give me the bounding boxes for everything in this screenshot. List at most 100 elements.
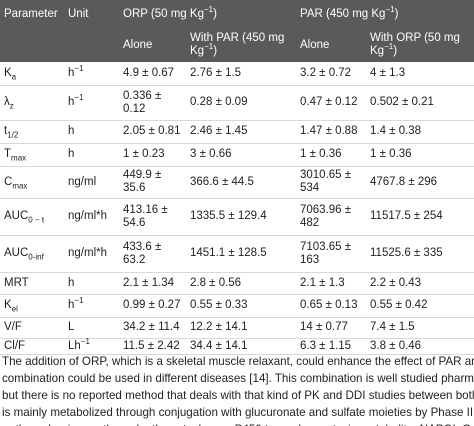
unit-cell: h bbox=[64, 120, 119, 144]
unit-cell: h bbox=[64, 143, 119, 167]
text-base: C bbox=[4, 175, 13, 188]
param-cell: AUC0-inf bbox=[0, 235, 64, 273]
param-cell: Ka bbox=[0, 62, 64, 86]
pk-table: Parameter Unit ORP (50 mg Kg−1) PAR (450 mg… bbox=[0, 0, 474, 355]
value-cell: 7.4 ± 1.5 bbox=[366, 317, 474, 339]
value-cell: 4767.8 ± 296 bbox=[366, 166, 474, 199]
param-cell: Cmax bbox=[0, 166, 64, 199]
text-base: ng/ml bbox=[68, 175, 97, 188]
value-cell: 433.6 ± 63.2 bbox=[119, 235, 186, 273]
text-base: Cl/F bbox=[4, 339, 26, 352]
header-cell: PAR (450 mg Kg−1) bbox=[296, 0, 474, 28]
text-sup: −1 bbox=[385, 4, 395, 14]
header-cell: Unit bbox=[64, 0, 119, 28]
value-cell: 0.55 ± 0.33 bbox=[186, 294, 296, 318]
text-base: V/F bbox=[4, 321, 22, 333]
value-cell: 1.47 ± 0.88 bbox=[296, 120, 366, 144]
text-sup: −1 bbox=[74, 93, 84, 103]
param-cell: λz bbox=[0, 85, 64, 121]
param-cell: Cl/F bbox=[0, 338, 64, 355]
table-row: t1/2 h 2.05 ± 0.81 2.46 ± 1.45 1.47 ± 0.88 1.… bbox=[0, 120, 474, 144]
paragraph: The addition of ORP, which is a skeletal… bbox=[2, 353, 474, 426]
value-cell: 0.336 ± 0.12 bbox=[119, 85, 186, 121]
value-cell: 1335.5 ± 129.4 bbox=[186, 198, 296, 236]
text-base: t bbox=[4, 125, 8, 137]
text-base: Lh bbox=[68, 339, 81, 352]
text-sub: z bbox=[9, 101, 14, 111]
value-cell: 449.9 ± 35.6 bbox=[119, 166, 186, 199]
text-text: With ORP (50 mg Kg bbox=[370, 32, 460, 57]
value-cell: 34.2 ± 11.4 bbox=[119, 317, 186, 339]
text-base: T bbox=[4, 148, 12, 160]
text-text: Alone bbox=[123, 38, 153, 51]
value-cell: 3.8 ± 0.46 bbox=[366, 338, 474, 355]
text-sub: max bbox=[12, 180, 28, 190]
text-sub: el bbox=[11, 304, 18, 314]
text-text: Unit bbox=[68, 7, 89, 20]
value-cell: 0.502 ± 0.21 bbox=[366, 85, 474, 121]
text-base: ng/ml*h bbox=[68, 210, 107, 222]
text-base: h bbox=[68, 299, 75, 311]
text-sub: 0-inf bbox=[28, 252, 44, 262]
unit-cell: h−1 bbox=[64, 294, 119, 318]
text-base: AUC bbox=[4, 210, 29, 222]
value-cell: 413.16 ± 54.6 bbox=[119, 198, 186, 236]
text-after: ) bbox=[213, 7, 217, 20]
value-cell: 3.2 ± 0.72 bbox=[296, 62, 366, 86]
value-cell: 1 ± 0.36 bbox=[296, 143, 366, 167]
value-cell: 11.5 ± 2.42 bbox=[119, 338, 186, 355]
header-cell: Parameter bbox=[0, 0, 64, 28]
value-cell: 2.46 ± 1.45 bbox=[186, 120, 296, 144]
param-cell: Kel bbox=[0, 294, 64, 318]
value-cell: 2.05 ± 0.81 bbox=[119, 120, 186, 144]
table-row: V/F L 34.2 ± 11.4 12.2 ± 14.1 14 ± 0.77 7.4 ±… bbox=[0, 317, 474, 339]
value-cell: 2.1 ± 1.34 bbox=[119, 272, 186, 295]
unit-cell: Lh−1 bbox=[64, 337, 119, 355]
text-text: PAR (450 mg Kg bbox=[300, 7, 386, 20]
param-cell: V/F bbox=[0, 317, 64, 339]
header-spacer bbox=[64, 28, 119, 62]
text-sub: max bbox=[11, 153, 27, 163]
value-cell: 366.6 ± 44.5 bbox=[186, 166, 296, 199]
text-sub: 0 − t bbox=[28, 215, 45, 225]
text-after: ) bbox=[394, 7, 399, 20]
value-cell: 14 ± 0.77 bbox=[296, 317, 366, 339]
table-row: AUC0-inf ng/ml*h 433.6 ± 63.2 1451.1 ± 128.… bbox=[0, 235, 474, 273]
text-base: h bbox=[68, 276, 75, 289]
text-sup: −1 bbox=[74, 63, 84, 73]
table-body: Ka h−1 4.9 ± 0.67 2.76 ± 1.5 3.2 ± 0.72 4 ± 1… bbox=[0, 62, 474, 355]
value-cell: 11525.6 ± 335 bbox=[366, 235, 474, 273]
text-sup: −1 bbox=[384, 42, 394, 52]
table-row: Ka h−1 4.9 ± 0.67 2.76 ± 1.5 3.2 ± 0.72 4 ± 1… bbox=[0, 62, 474, 86]
table-row: MRT h 2.1 ± 1.34 2.8 ± 0.56 2.1 ± 1.3 2.2 ± 0… bbox=[0, 272, 474, 295]
text-sup: −1 bbox=[204, 42, 214, 52]
text-base: λ bbox=[4, 96, 10, 108]
text-text: With PAR (450 mg Kg bbox=[190, 32, 285, 57]
unit-cell: h bbox=[64, 272, 119, 295]
header-row: Parameter Unit ORP (50 mg Kg−1) PAR (450 mg… bbox=[0, 0, 474, 28]
unit-cell: h−1 bbox=[64, 62, 119, 86]
param-cell: AUC0 − t bbox=[0, 198, 64, 236]
text-base: MRT bbox=[4, 276, 29, 289]
paragraph-line: The addition of ORP, which is a skeletal… bbox=[2, 355, 474, 368]
text-text: Alone bbox=[300, 38, 330, 51]
text-base: h bbox=[68, 125, 75, 137]
paragraph-line: is mainly metabolized through conjugatio… bbox=[2, 406, 474, 419]
table-row: Cl/F Lh−1 11.5 ± 2.42 34.4 ± 14.1 6.3 ± 1.15… bbox=[0, 337, 474, 355]
table-row: Kel h−1 0.99 ± 0.27 0.55 ± 0.33 0.65 ± 0.13 0… bbox=[0, 294, 474, 318]
value-cell: 0.47 ± 0.12 bbox=[296, 85, 366, 121]
value-cell: 11517.5 ± 254 bbox=[366, 198, 474, 236]
paragraph-line: but there is no reported method that dea… bbox=[2, 389, 474, 402]
text-base: h bbox=[68, 148, 75, 160]
value-cell: 7063.96 ± 482 bbox=[296, 198, 366, 236]
text-base: h bbox=[68, 66, 75, 79]
header-cell: ORP (50 mg Kg−1) bbox=[119, 0, 296, 28]
text-sub: 1/2 bbox=[7, 130, 19, 140]
value-cell: 7103.65 ± 163 bbox=[296, 235, 366, 273]
text-base: h bbox=[68, 96, 75, 108]
value-cell: 34.4 ± 14.1 bbox=[186, 338, 296, 355]
text-sup: −1 bbox=[203, 4, 214, 14]
value-cell: 2.1 ± 1.3 bbox=[296, 272, 366, 295]
text-text: ORP (50 mg Kg bbox=[123, 7, 204, 20]
header-cell: Alone bbox=[296, 28, 366, 62]
